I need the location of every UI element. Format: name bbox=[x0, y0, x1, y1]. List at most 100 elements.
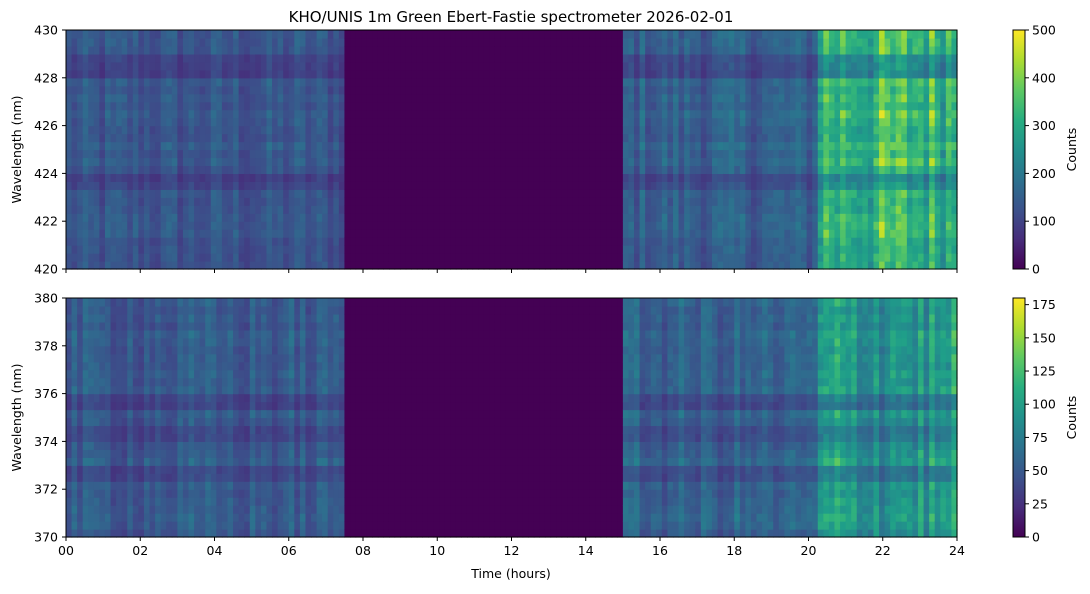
heatmap-cell bbox=[239, 245, 245, 254]
heatmap-cell bbox=[912, 221, 918, 230]
heatmap-cell bbox=[77, 370, 83, 379]
heatmap-cell bbox=[918, 46, 924, 55]
heatmap-cell bbox=[946, 86, 952, 95]
heatmap-cell bbox=[150, 54, 156, 63]
heatmap-cell bbox=[762, 62, 768, 71]
heatmap-cell bbox=[840, 189, 846, 198]
heatmap-cell bbox=[924, 150, 930, 159]
heatmap-cell bbox=[395, 110, 401, 119]
heatmap-cell bbox=[461, 150, 467, 159]
heatmap-cell bbox=[573, 261, 579, 270]
heatmap-cell bbox=[434, 197, 440, 206]
heatmap-cell bbox=[617, 213, 623, 222]
heatmap-cell bbox=[873, 189, 879, 198]
heatmap-cell bbox=[177, 86, 183, 95]
heatmap-cell bbox=[695, 229, 701, 238]
heatmap-cell bbox=[690, 70, 696, 79]
heatmap-cell bbox=[656, 38, 662, 47]
heatmap-cell bbox=[673, 102, 679, 111]
heatmap-cell bbox=[406, 165, 412, 174]
heatmap-cell bbox=[656, 237, 662, 246]
heatmap-cell bbox=[211, 150, 217, 159]
heatmap-cell bbox=[305, 54, 311, 63]
heatmap-cell bbox=[768, 126, 774, 135]
heatmap-cell bbox=[77, 213, 83, 222]
heatmap-cell bbox=[523, 142, 529, 151]
heatmap-cell bbox=[445, 189, 451, 198]
heatmap-cell bbox=[857, 245, 863, 254]
heatmap-cell bbox=[450, 46, 456, 55]
heatmap-cell bbox=[450, 229, 456, 238]
heatmap-cell bbox=[77, 330, 83, 339]
heatmap-cell bbox=[578, 94, 584, 103]
heatmap-cell bbox=[395, 221, 401, 230]
heatmap-cell bbox=[406, 197, 412, 206]
heatmap-cell bbox=[924, 134, 930, 143]
heatmap-cell bbox=[361, 245, 367, 254]
heatmap-cell bbox=[289, 94, 295, 103]
heatmap-cell bbox=[261, 110, 267, 119]
heatmap-cell bbox=[573, 221, 579, 230]
heatmap-cell bbox=[896, 213, 902, 222]
heatmap-cell bbox=[912, 205, 918, 214]
heatmap-cell bbox=[807, 221, 813, 230]
heatmap-cell bbox=[729, 237, 735, 246]
heatmap-cell bbox=[790, 181, 796, 190]
heatmap-cell bbox=[133, 150, 139, 159]
heatmap-cell bbox=[790, 253, 796, 262]
heatmap-cell bbox=[679, 62, 685, 71]
heatmap-cell bbox=[946, 173, 952, 182]
heatmap-cell bbox=[673, 30, 679, 39]
heatmap-cell bbox=[634, 165, 640, 174]
heatmap-cell bbox=[400, 245, 406, 254]
heatmap-cell bbox=[762, 173, 768, 182]
heatmap-cell bbox=[400, 261, 406, 270]
heatmap-cell bbox=[634, 38, 640, 47]
heatmap-cell bbox=[99, 253, 105, 262]
heatmap-cell bbox=[729, 213, 735, 222]
heatmap-cell bbox=[751, 142, 757, 151]
heatmap-cell bbox=[317, 205, 323, 214]
heatmap-cell bbox=[166, 253, 172, 262]
heatmap-cell bbox=[439, 237, 445, 246]
heatmap-cell bbox=[133, 38, 139, 47]
heatmap-cell bbox=[562, 30, 568, 39]
heatmap-cell bbox=[723, 197, 729, 206]
heatmap-cell bbox=[623, 197, 629, 206]
heatmap-cell bbox=[623, 261, 629, 270]
heatmap-cell bbox=[712, 70, 718, 79]
heatmap-cell bbox=[862, 173, 868, 182]
heatmap-cell bbox=[83, 298, 89, 307]
heatmap-cell bbox=[718, 229, 724, 238]
heatmap-cell bbox=[523, 54, 529, 63]
heatmap-cell bbox=[651, 70, 657, 79]
heatmap-cell bbox=[411, 150, 417, 159]
heatmap-cell bbox=[907, 78, 913, 87]
heatmap-cell bbox=[912, 165, 918, 174]
heatmap-cell bbox=[216, 213, 222, 222]
heatmap-cell bbox=[83, 205, 89, 214]
heatmap-cell bbox=[834, 197, 840, 206]
heatmap-cell bbox=[645, 70, 651, 79]
heatmap-cell bbox=[495, 181, 501, 190]
heatmap-cell bbox=[584, 118, 590, 127]
heatmap-cell bbox=[177, 94, 183, 103]
heatmap-cell bbox=[189, 245, 195, 254]
heatmap-cell bbox=[439, 221, 445, 230]
heatmap-cell bbox=[779, 221, 785, 230]
heatmap-cell bbox=[718, 54, 724, 63]
heatmap-cell bbox=[512, 157, 518, 166]
heatmap-cell bbox=[372, 110, 378, 119]
heatmap-cell bbox=[344, 221, 350, 230]
heatmap-cell bbox=[757, 173, 763, 182]
heatmap-cell bbox=[812, 30, 818, 39]
heatmap-cell bbox=[840, 165, 846, 174]
heatmap-cell bbox=[66, 46, 72, 55]
heatmap-cell bbox=[684, 245, 690, 254]
heatmap-cell bbox=[150, 221, 156, 230]
heatmap-cell bbox=[300, 189, 306, 198]
heatmap-cell bbox=[77, 394, 83, 403]
heatmap-cell bbox=[606, 54, 612, 63]
heatmap-cell bbox=[395, 229, 401, 238]
heatmap-cell bbox=[389, 181, 395, 190]
